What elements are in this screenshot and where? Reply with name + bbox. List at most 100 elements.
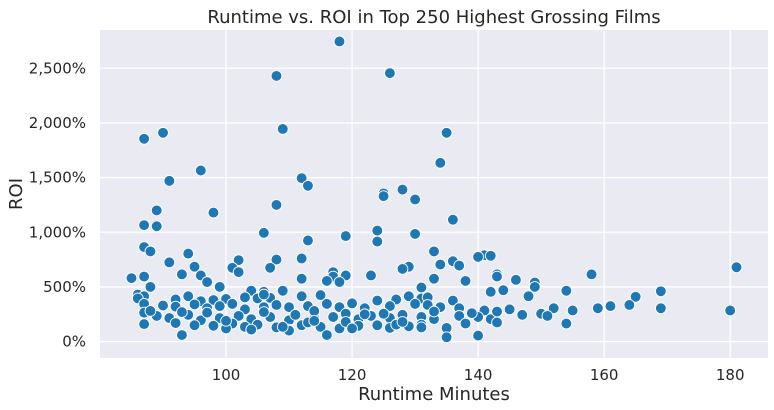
x-tick-label: 180 [716,366,745,384]
x-tick-label: 100 [212,366,241,384]
data-point [447,213,459,226]
data-point [169,317,182,329]
data-point [157,299,169,312]
data-point [144,245,157,258]
data-point [560,317,573,330]
data-point [125,272,138,285]
data-point [547,302,560,315]
data-point [321,275,333,287]
data-point [295,252,308,265]
data-point [188,319,201,332]
data-point [371,294,384,307]
data-point [655,285,667,298]
data-point [428,305,440,318]
data-point [459,317,472,330]
data-point [440,331,453,344]
data-point [176,329,188,341]
data-point [176,306,188,318]
data-point [295,172,308,184]
data-point [453,310,466,322]
data-point [201,276,213,288]
data-point [384,300,396,312]
data-point [472,329,484,342]
data-point [213,300,226,312]
data-point [232,310,245,322]
data-point [327,311,340,323]
data-point [302,234,314,247]
data-point [447,294,459,307]
data-point [157,126,169,139]
data-point [591,302,604,315]
data-point [138,318,150,330]
data-point [655,302,667,315]
data-point [245,323,258,336]
y-tick-label: 2,000% [29,114,86,132]
data-point [232,266,245,279]
data-point [270,70,283,82]
data-point [201,306,213,319]
data-point [396,263,409,275]
data-point [503,303,516,316]
grid [100,30,768,358]
data-point [629,290,642,303]
data-point [377,307,390,320]
data-point [566,304,579,317]
data-point [232,254,245,266]
data-point [440,126,453,139]
data-point [207,319,220,332]
data-point [270,299,283,311]
data-point [276,123,289,135]
data-point [346,322,358,335]
data-point [484,249,497,262]
data-point [365,269,377,282]
data-point [295,272,308,285]
data-point [150,220,163,233]
data-point [314,289,327,301]
x-tick-label: 140 [464,366,493,384]
data-point [528,281,541,293]
data-point [226,298,239,310]
data-point [541,310,554,322]
data-point [434,156,447,169]
data-point [402,290,415,303]
data-point [339,230,352,242]
y-tick-labels: 0% 500% 1,000% 1,500% 2,000% 2,500% [29,59,86,350]
data-point [396,183,409,196]
chart-title: Runtime vs. ROI in Top 250 Highest Gross… [207,7,660,28]
data-point [333,276,346,288]
data-point [434,258,447,271]
y-tick-label: 0% [62,333,86,351]
y-tick-label: 1,500% [29,169,86,187]
data-point [257,226,270,239]
data-point [371,224,384,237]
data-point [182,290,195,303]
data-point [283,301,295,314]
data-point [289,308,302,321]
data-point [560,284,573,297]
data-point [213,281,226,293]
data-point [371,319,384,332]
data-point [730,261,743,274]
data-point [491,316,503,329]
data-point [138,219,150,232]
data-point [415,321,428,334]
data-point [522,290,535,303]
data-point [257,288,270,301]
data-point [409,193,421,206]
data-point [321,329,333,341]
data-point [308,314,321,327]
data-point [472,251,484,263]
data-point [384,67,396,80]
data-point [396,316,409,328]
y-tick-label: 2,500% [29,59,86,77]
data-point [516,308,529,321]
data-points [125,35,743,344]
data-point [182,247,195,260]
data-point [409,298,421,310]
data-point [346,297,358,310]
x-tick-label: 120 [338,366,367,384]
data-point [257,306,270,318]
data-point [163,256,176,269]
data-point [459,275,472,287]
